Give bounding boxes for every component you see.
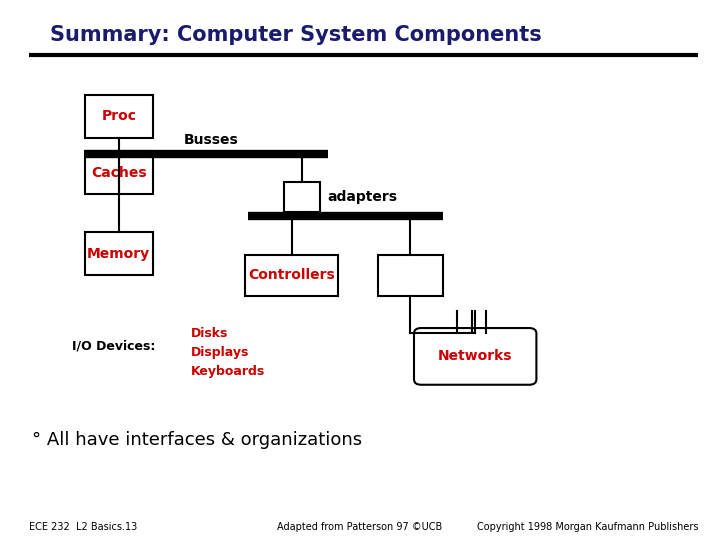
Text: ECE 232  L2 Basics.13: ECE 232 L2 Basics.13 (29, 522, 137, 531)
FancyBboxPatch shape (284, 182, 320, 212)
Text: Memory: Memory (87, 247, 150, 261)
Text: Adapted from Patterson 97 ©UCB: Adapted from Patterson 97 ©UCB (277, 522, 443, 531)
FancyBboxPatch shape (85, 94, 153, 138)
Text: Copyright 1998 Morgan Kaufmann Publishers: Copyright 1998 Morgan Kaufmann Publisher… (477, 522, 698, 531)
Text: Busses: Busses (184, 133, 238, 147)
Text: ° All have interfaces & organizations: ° All have interfaces & organizations (32, 431, 363, 449)
Text: Controllers: Controllers (248, 268, 335, 282)
FancyBboxPatch shape (85, 232, 153, 275)
Text: Networks: Networks (438, 349, 513, 363)
FancyBboxPatch shape (245, 255, 338, 296)
FancyBboxPatch shape (378, 255, 443, 296)
Text: Proc: Proc (102, 109, 136, 123)
FancyBboxPatch shape (85, 151, 153, 194)
FancyBboxPatch shape (414, 328, 536, 384)
Text: Caches: Caches (91, 166, 147, 180)
Text: Summary: Computer System Components: Summary: Computer System Components (50, 25, 542, 45)
Text: Disks
Displays
Keyboards: Disks Displays Keyboards (191, 327, 265, 377)
Text: adapters: adapters (328, 190, 397, 204)
Text: I/O Devices:: I/O Devices: (72, 339, 156, 352)
